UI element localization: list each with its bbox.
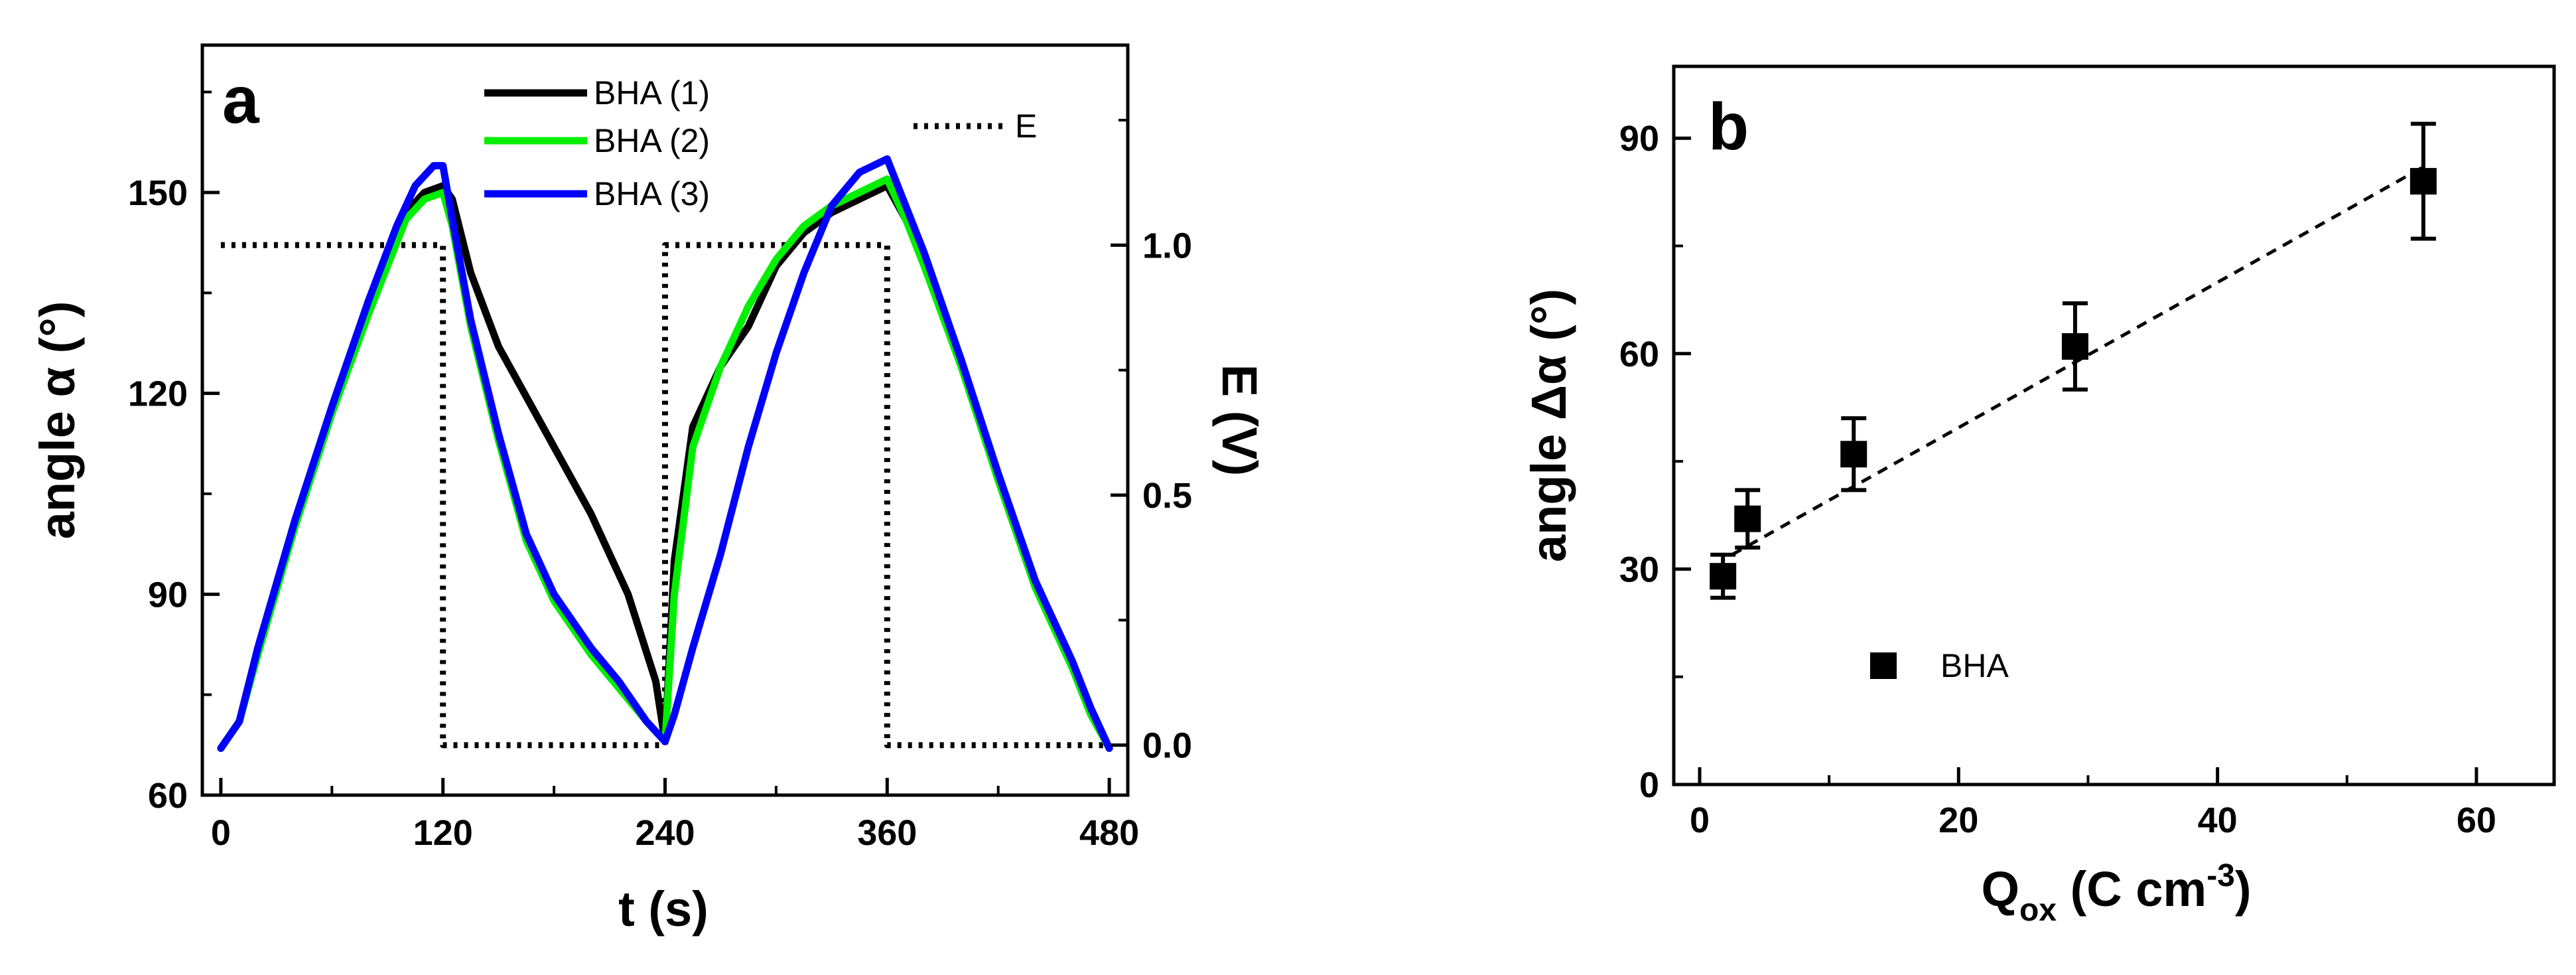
y2-tick-label-a: 0.5	[1142, 476, 1192, 516]
x-axis-title-b-sub: ox	[2019, 893, 2057, 928]
y2-tick-label-a: 1.0	[1142, 226, 1192, 265]
data-point	[1734, 505, 1761, 532]
panel-label-a: a	[222, 63, 260, 137]
legend-swatch-b	[1870, 652, 1897, 679]
legend-label-b: BHA	[1940, 647, 2009, 684]
y-axis-title-a: angle α (°)	[30, 301, 85, 540]
y-tick-label-a: 150	[128, 173, 188, 213]
data-point	[2061, 333, 2088, 360]
legend-label-a: BHA (3)	[594, 175, 710, 212]
x-axis-title-b-main: Q	[1981, 862, 2019, 917]
x-tick-label-b: 60	[2457, 800, 2496, 840]
x-axis-title-b-close: )	[2235, 862, 2252, 917]
y2-tick-label-a: 0.0	[1142, 726, 1192, 766]
y-tick-label-b: 60	[1619, 335, 1659, 374]
y-tick-label-a: 120	[128, 374, 188, 414]
series-line-bha-3	[217, 155, 1113, 752]
legend-b: BHA	[1870, 647, 2009, 684]
plot-area-frame-b	[1672, 64, 2556, 787]
legend-label-a: E	[1015, 108, 1037, 145]
x-tick-label-b: 0	[1690, 800, 1710, 840]
legend-a: BHA (1) BHA (2) BHA (3) E	[484, 74, 1037, 212]
y2-axis-title-a: E (V)	[1212, 364, 1267, 477]
y-tick-label-b: 90	[1619, 119, 1659, 159]
data-point	[1710, 563, 1737, 590]
x-tick-label-a: 360	[857, 813, 917, 853]
chart-panel-a: 0 120 240 360 480 60 90 120 150 0.0 0.5 1.0 a t (s)…	[30, 43, 1267, 937]
x-axis-title-b-unit: (C cm	[2057, 862, 2206, 917]
y-tick-label-a: 90	[148, 575, 188, 615]
x-tick-label-a: 240	[635, 813, 695, 853]
x-tick-label-b: 40	[2198, 800, 2238, 840]
x-tick-label-a: 0	[211, 813, 231, 853]
series-line-e	[220, 242, 1110, 749]
x-tick-label-b: 20	[1938, 800, 1978, 840]
data-point	[2409, 168, 2437, 195]
legend-label-a: BHA (1)	[594, 74, 710, 112]
x-tick-label-a: 480	[1079, 813, 1139, 853]
y-axis-title-b: angle Δα (°)	[1521, 289, 1576, 562]
y-tick-label-a: 60	[148, 776, 188, 816]
x-tick-label-a: 120	[413, 813, 473, 853]
panel-label-b: b	[1708, 90, 1749, 164]
y-tick-label-b: 0	[1639, 765, 1659, 805]
x-axis-title-b-sup: -3	[2206, 858, 2235, 893]
x-axis-title-a: t (s)	[618, 881, 709, 937]
y-tick-label-b: 30	[1619, 550, 1659, 589]
x-axis-title-b: Qox (C cm-3)	[1981, 858, 2251, 928]
chart-panel-b: 0 20 40 60 0 30 60 90 b Qox (C cm-3) angle Δα (…	[1521, 64, 2556, 928]
data-point	[1840, 441, 1867, 468]
legend-label-a: BHA (2)	[594, 122, 710, 159]
